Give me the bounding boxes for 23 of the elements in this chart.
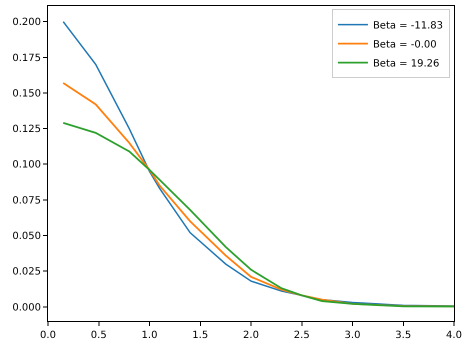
- x-tick-label: 4.0: [446, 330, 462, 341]
- legend-label: Beta = -11.83: [372, 20, 443, 32]
- legend-label: Beta = 19.26: [372, 58, 440, 70]
- y-tick-label: 0.200: [12, 17, 41, 28]
- x-tick-label: 2.5: [294, 330, 310, 341]
- y-tick-label: 0.150: [12, 88, 41, 100]
- y-tick-label: 0.100: [12, 160, 41, 171]
- x-tick-label: 1.0: [142, 330, 158, 341]
- y-tick-label: 0.025: [12, 266, 41, 278]
- x-tick-label: 2.0: [243, 330, 259, 341]
- line-series: [62, 20, 454, 307]
- x-tick-label: 0.5: [90, 330, 107, 341]
- y-tick-label: 0.050: [12, 230, 41, 242]
- legend-label: Beta = -0.00: [372, 40, 437, 51]
- y-tick-label: 0.075: [12, 195, 41, 206]
- y-tick-label: 0.125: [12, 124, 41, 136]
- x-tick-label: 3.5: [395, 330, 412, 341]
- x-tick-label: 0.0: [40, 330, 56, 341]
- y-tick-label: 0.175: [12, 52, 41, 64]
- x-tick-label: 1.5: [192, 330, 208, 341]
- y-tick-label: 0.000: [12, 302, 41, 314]
- x-tick-label: 3.0: [344, 330, 360, 341]
- line-series: [62, 122, 454, 308]
